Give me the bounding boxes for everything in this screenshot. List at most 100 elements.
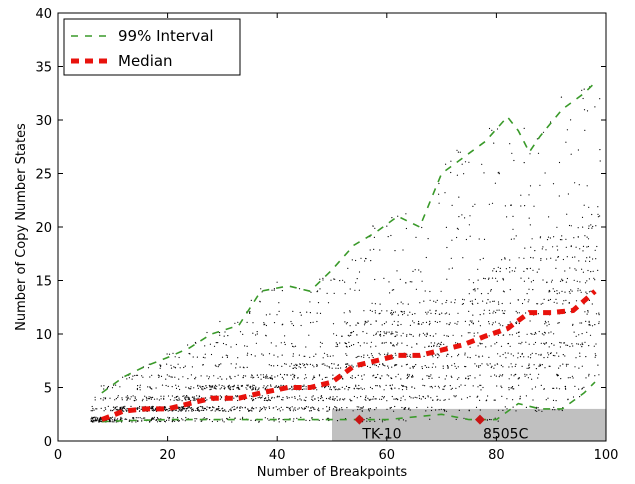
scatter-point	[200, 409, 202, 411]
scatter-point	[100, 407, 102, 409]
scatter-point	[119, 386, 121, 388]
scatter-point	[167, 416, 169, 418]
scatter-point	[120, 406, 122, 408]
scatter-point	[461, 214, 463, 216]
scatter-point	[443, 386, 445, 388]
scatter-point	[321, 342, 323, 344]
scatter-point	[292, 355, 294, 357]
scatter-point	[356, 397, 358, 399]
scatter-point	[561, 235, 563, 237]
scatter-point	[321, 363, 323, 365]
scatter-point	[586, 293, 588, 295]
scatter-point	[560, 96, 563, 98]
scatter-point	[261, 291, 263, 293]
scatter-point	[451, 364, 453, 366]
scatter-point	[289, 365, 291, 367]
scatter-point	[465, 238, 467, 241]
scatter-point	[122, 376, 124, 378]
scatter-point	[355, 384, 357, 386]
scatter-point	[466, 397, 468, 399]
scatter-point	[163, 397, 165, 399]
scatter-point	[231, 421, 233, 423]
scatter-point	[136, 387, 138, 390]
scatter-point	[319, 346, 321, 348]
scatter-point	[543, 357, 545, 359]
scatter-point	[405, 213, 407, 215]
scatter-point	[500, 385, 502, 387]
scatter-point	[506, 216, 508, 218]
scatter-point	[175, 399, 177, 401]
scatter-point	[364, 260, 366, 262]
scatter-point	[428, 324, 430, 326]
scatter-point	[104, 407, 106, 409]
scatter-point	[268, 353, 271, 355]
scatter-point	[350, 344, 353, 346]
scatter-point	[474, 298, 476, 300]
scatter-point	[553, 301, 555, 303]
scatter-point	[504, 258, 506, 260]
scatter-point	[580, 291, 582, 293]
scatter-point	[233, 397, 235, 399]
scatter-point	[562, 363, 564, 365]
scatter-point	[269, 377, 272, 379]
scatter-point	[432, 399, 434, 401]
scatter-point	[440, 290, 442, 292]
scatter-point	[180, 410, 182, 412]
scatter-point	[281, 365, 283, 367]
scatter-point	[426, 333, 428, 336]
scatter-point	[183, 408, 185, 410]
scatter-point	[188, 387, 190, 389]
scatter-point	[351, 400, 353, 402]
scatter-point	[357, 342, 359, 344]
scatter-point	[428, 345, 430, 347]
scatter-point	[394, 352, 396, 354]
scatter-point	[288, 408, 290, 410]
scatter-point	[499, 355, 501, 357]
scatter-point	[219, 376, 221, 378]
scatter-point	[157, 374, 159, 376]
scatter-point	[455, 342, 457, 344]
scatter-point	[548, 291, 550, 293]
scatter-point	[518, 257, 520, 259]
scatter-point	[200, 386, 202, 388]
scatter-point	[152, 396, 154, 398]
scatter-point	[527, 301, 529, 303]
scatter-point	[489, 418, 491, 421]
scatter-point	[221, 418, 223, 420]
scatter-point	[343, 312, 345, 314]
scatter-point	[188, 407, 190, 409]
scatter-point	[472, 322, 474, 324]
scatter-point	[124, 407, 126, 409]
scatter-point	[457, 366, 459, 368]
scatter-point	[382, 364, 384, 366]
scatter-point	[519, 397, 521, 399]
scatter-point	[464, 217, 466, 219]
scatter-point	[546, 239, 549, 241]
scatter-point	[185, 410, 187, 412]
scatter-point	[456, 174, 458, 176]
scatter-point	[291, 386, 293, 388]
scatter-point	[186, 395, 188, 397]
scatter-point	[139, 389, 141, 391]
scatter-point	[341, 335, 343, 337]
scatter-point	[190, 374, 192, 376]
scatter-point	[292, 345, 294, 347]
scatter-point	[518, 331, 520, 333]
scatter-point	[401, 311, 403, 313]
scatter-point	[303, 408, 305, 410]
scatter-point	[344, 281, 346, 283]
scatter-point	[351, 375, 353, 377]
scatter-point	[443, 399, 445, 401]
scatter-point	[426, 366, 428, 368]
scatter-point	[291, 323, 293, 325]
scatter-point	[246, 366, 248, 368]
scatter-point	[523, 127, 525, 129]
scatter-point	[215, 388, 217, 390]
scatter-point	[305, 388, 307, 390]
scatter-point	[259, 407, 261, 409]
scatter-point	[321, 378, 323, 380]
scatter-point	[220, 387, 223, 389]
scatter-point	[318, 375, 321, 377]
scatter-point	[319, 341, 322, 343]
scatter-point	[482, 257, 484, 259]
